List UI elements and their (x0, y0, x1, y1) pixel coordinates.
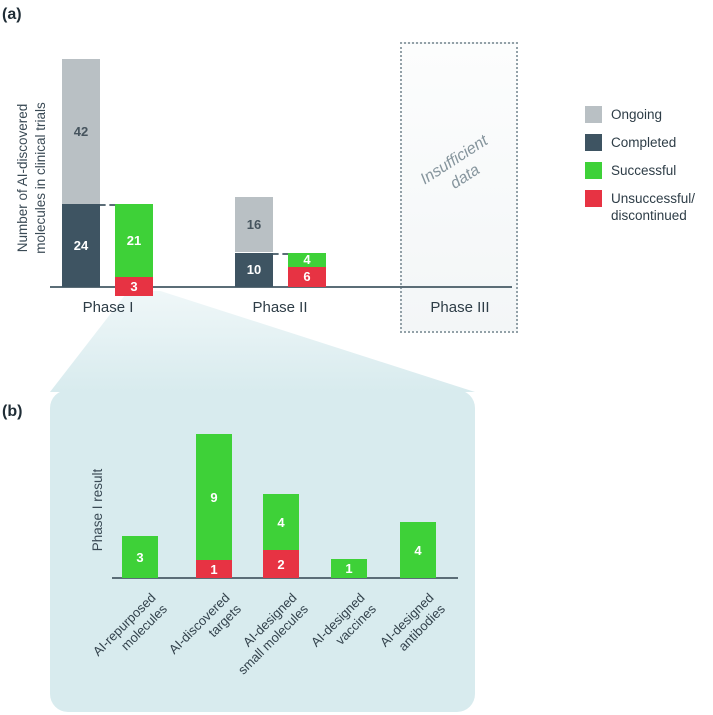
legend-swatch-completed (585, 133, 602, 151)
bar-completed: 10 (235, 252, 273, 287)
phase3-insufficient-box: Insufficient data (400, 42, 518, 333)
insufficient-data-label: Insufficient data (417, 132, 491, 193)
legend-item-unsuccessful: Unsuccessful/ discontinued (585, 189, 696, 225)
legend-label-unsuccessful: Unsuccessful/ discontinued (611, 190, 696, 223)
panel-a-y-axis-label: Number of AI-discovered molecules in cli… (15, 102, 48, 254)
legend-label-successful: Successful (611, 162, 677, 178)
legend-swatch-unsuccessful (585, 189, 602, 207)
legend-item-successful: Successful (585, 161, 695, 180)
x-tick-phase-2: Phase II (252, 299, 308, 316)
x-tick-phase-1: Phase I (82, 299, 134, 316)
panel-b-background (50, 390, 475, 712)
legend-swatch-ongoing (585, 106, 602, 123)
bar-unsuccessful: 6 (288, 266, 326, 288)
x-tick-phase-3: Phase III (430, 299, 490, 316)
legend: Ongoing Completed Successful Unsuccessfu… (585, 106, 695, 234)
legend-swatch-successful (585, 161, 602, 179)
bar-ongoing: 42 (62, 59, 100, 205)
legend-item-ongoing: Ongoing (585, 106, 695, 124)
bar-successful: 4 (288, 252, 326, 267)
bar-completed: 24 (62, 204, 100, 287)
bar-successful: 21 (115, 204, 153, 277)
bar-ongoing: 16 (235, 197, 273, 253)
panel-a-tag: (a) (2, 6, 22, 23)
legend-item-completed: Completed (585, 133, 695, 152)
connector-dash (273, 252, 288, 255)
panel-b-y-axis-label: Phase I result (90, 468, 105, 552)
connector-dash (100, 204, 115, 207)
legend-label-ongoing: Ongoing (611, 107, 663, 122)
legend-label-completed: Completed (611, 134, 677, 150)
panel-b-tag: (b) (2, 403, 23, 420)
